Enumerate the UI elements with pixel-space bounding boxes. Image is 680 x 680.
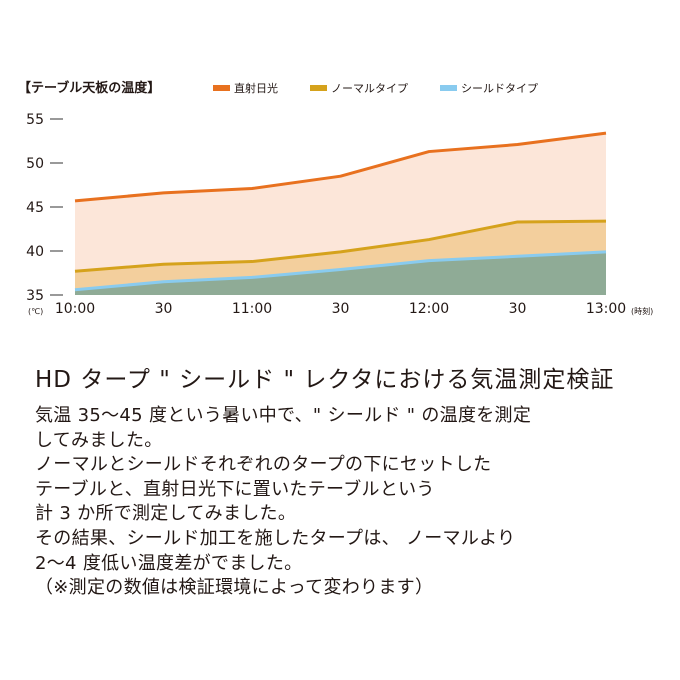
article-line: （※測定の数値は検証環境によって変わります）: [35, 577, 434, 599]
area-1: [75, 133, 606, 272]
legend-swatch: [213, 85, 230, 91]
x-tick-label: 10:00: [55, 301, 95, 317]
legend-swatch: [440, 85, 457, 91]
x-tick-label: 30: [509, 301, 527, 317]
x-tick-label: 30: [332, 301, 350, 317]
x-tick-label: 13:00: [586, 301, 626, 317]
article-line: テーブルと、直射日光下に置いたテーブルという: [35, 478, 435, 500]
series-line-1: [74, 131, 607, 203]
legend-swatch: [310, 85, 327, 91]
article-line: 計 3 か所で測定してみました。: [35, 503, 297, 525]
series-line-3: [74, 250, 607, 292]
chart-legend: 直射日光 ノーマルタイプ シールドタイプ: [213, 81, 538, 95]
series-line-2: [74, 219, 607, 273]
article-line: その結果、シールド加工を施したタープは、 ノーマルより: [35, 527, 516, 549]
legend-label: ノーマルタイプ: [331, 82, 408, 95]
article-heading: HD タープ " シールド " レクタにおける気温測定検証: [35, 367, 615, 393]
legend-label: 直射日光: [234, 81, 278, 95]
x-tick-label: 11:00: [232, 301, 272, 317]
y-tick-label: 50: [26, 156, 44, 172]
x-axis: 10:00 30 11:00 30 12:00 30 13:00: [55, 301, 626, 317]
x-tick-label: 30: [155, 301, 173, 317]
x-unit-label: (時刻): [631, 306, 653, 316]
chart-areas: [75, 133, 606, 295]
y-tick-label: 45: [26, 200, 44, 216]
article-line: ノーマルとシールドそれぞれのタープの下にセットした: [35, 454, 492, 476]
y-axis: 35 40 45 50 55: [26, 112, 63, 304]
y-tick-label: 40: [26, 244, 44, 260]
y-tick-label: 55: [26, 112, 44, 128]
article-line: してみました。: [35, 429, 163, 451]
x-tick-label: 12:00: [409, 301, 449, 317]
chart-title: 【テーブル天板の温度】: [18, 80, 160, 96]
y-tick-label: 35: [26, 288, 44, 304]
article-body: 気温 35～45 度という暑い中で、" シールド " の温度を測定 してみました。…: [35, 404, 655, 601]
article-line: 気温 35～45 度という暑い中で、" シールド " の温度を測定: [35, 405, 532, 426]
y-unit-label: (℃): [28, 307, 43, 316]
article-line: 2～4 度低い温度差がでました。: [35, 552, 303, 574]
area-3: [75, 251, 606, 295]
area-2: [75, 221, 606, 290]
legend-label: シールドタイプ: [461, 82, 538, 95]
chart-lines: [74, 131, 607, 292]
temperature-chart: 【テーブル天板の温度】 直射日光 ノーマルタイプ シールドタイプ 35 40 45 50 5…: [18, 80, 653, 317]
